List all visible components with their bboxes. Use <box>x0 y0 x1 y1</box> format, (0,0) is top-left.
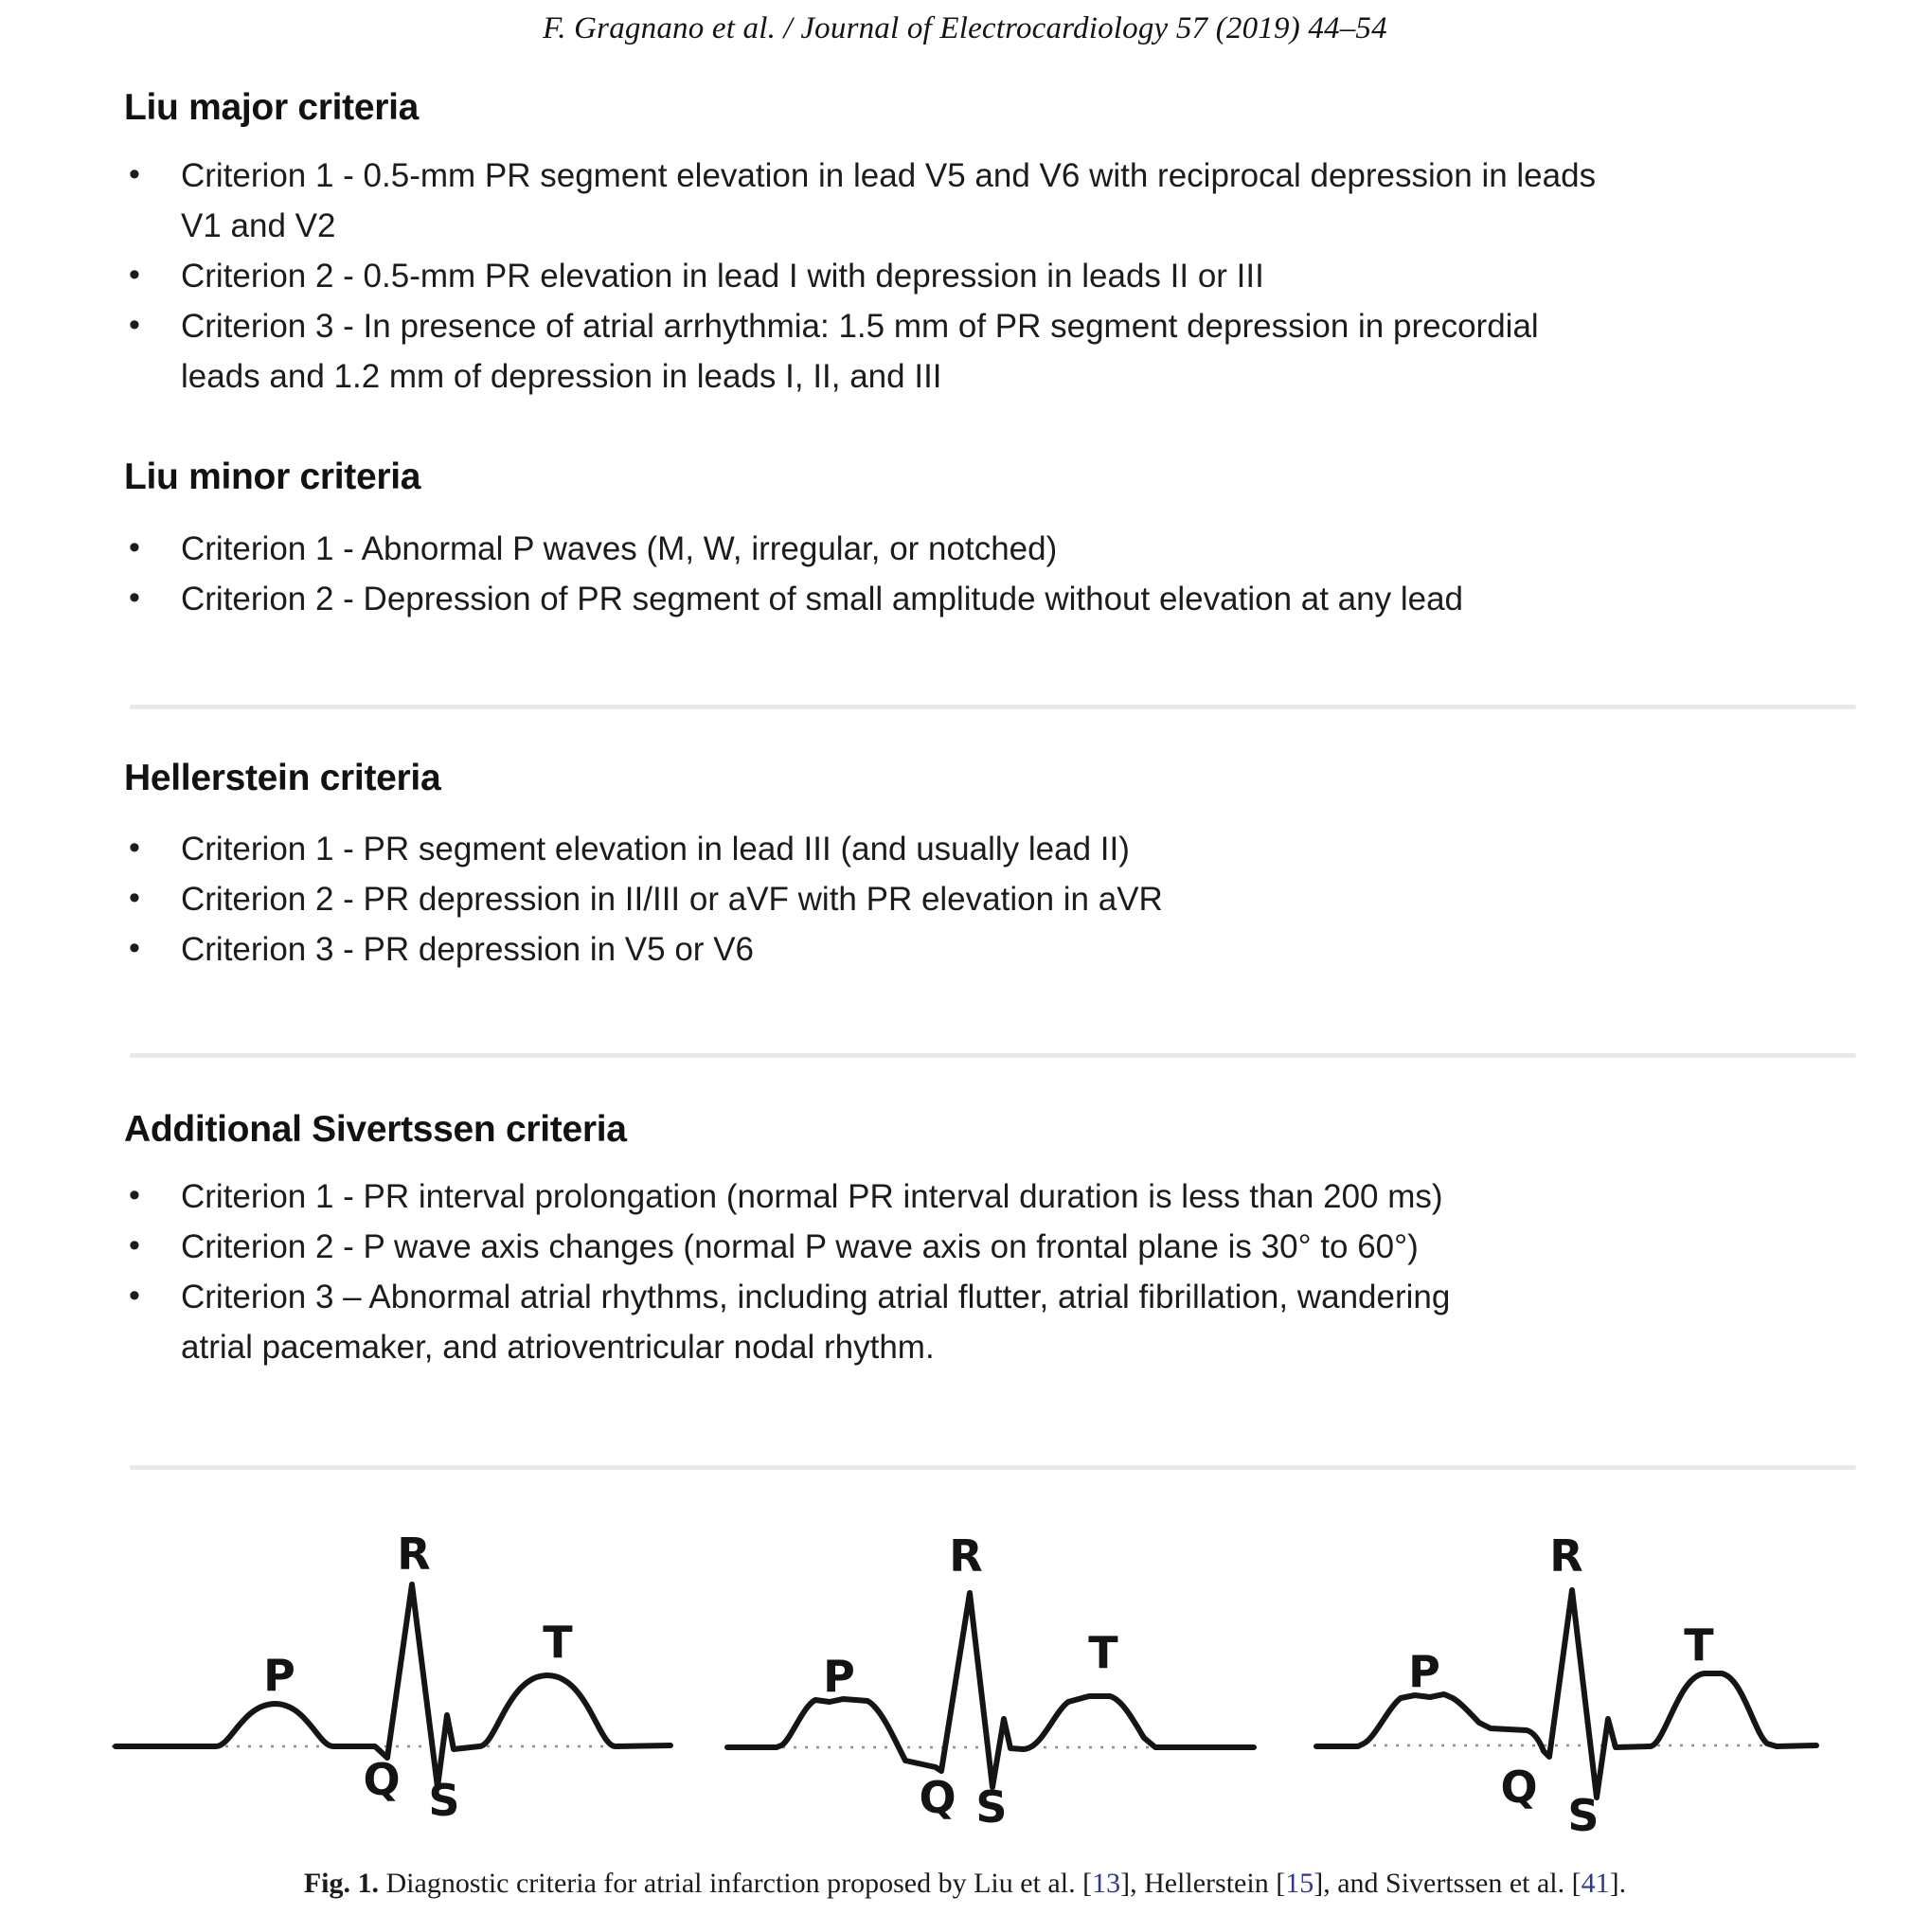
ecg-trace <box>1313 1587 1819 1800</box>
figure-caption-label: Fig. 1. <box>303 1868 386 1899</box>
ecg-label-S: S <box>428 1775 459 1826</box>
ecg-label-S: S <box>1567 1790 1599 1841</box>
criterion-item: Criterion 2 - PR depression in II/III or… <box>124 873 1857 924</box>
citation-link[interactable]: [15] <box>1276 1868 1324 1899</box>
divider <box>130 1053 1856 1058</box>
ecg-label-Q: Q <box>363 1754 400 1805</box>
criterion-item: Criterion 1 - 0.5-mm PR segment elevatio… <box>124 150 1857 251</box>
ecg-trace <box>113 1582 673 1790</box>
divider <box>130 1465 1856 1470</box>
ecg-label-S: S <box>975 1781 1007 1833</box>
criterion-item: Criterion 3 – Abnormal atrial rhythms, i… <box>124 1271 1857 1372</box>
divider <box>130 705 1856 709</box>
ecg-label-T: T <box>543 1617 573 1668</box>
ecg-label-P: P <box>823 1651 855 1702</box>
criteria-list-liu-major: Criterion 1 - 0.5-mm PR segment elevatio… <box>124 150 1857 402</box>
figure-caption: Fig. 1. Diagnostic criteria for atrial i… <box>303 1868 1627 1899</box>
ecg-waveform-2: P R T Q S <box>724 1530 1257 1833</box>
criterion-item: Criterion 3 - In presence of atrial arrh… <box>124 300 1857 402</box>
ecg-label-P: P <box>1408 1646 1440 1697</box>
ecg-label-T: T <box>1684 1619 1714 1671</box>
ecg-waveform-3: P R T QS <box>1313 1530 1819 1841</box>
criterion-item: Criterion 2 - P wave axis changes (norma… <box>124 1221 1857 1272</box>
section-heading-liu-minor: Liu minor criteria <box>124 456 421 497</box>
ecg-label-Q: Q <box>1500 1762 1537 1813</box>
criterion-item: Criterion 1 - Abnormal P waves (M, W, ir… <box>124 523 1857 574</box>
section-heading-liu-major: Liu major criteria <box>124 87 420 128</box>
criterion-item: Criterion 3 - PR depression in V5 or V6 <box>124 923 1857 975</box>
criteria-list-hellerstein: Criterion 1 - PR segment elevation in le… <box>124 823 1857 975</box>
criteria-list-sivertssen: Criterion 1 - PR interval prolongation (… <box>124 1171 1857 1372</box>
criterion-item: Criterion 2 - Depression of PR segment o… <box>124 573 1857 624</box>
ecg-trace <box>724 1590 1257 1790</box>
ecg-waveform-1: P R T Q S <box>112 1529 673 1826</box>
citation-link[interactable]: [41] <box>1571 1868 1619 1899</box>
ecg-label-R: R <box>1549 1530 1582 1582</box>
criterion-item: Criterion 2 - 0.5-mm PR elevation in lea… <box>124 250 1857 301</box>
section-heading-hellerstein: Hellerstein criteria <box>124 758 441 798</box>
ecg-label-R: R <box>397 1529 430 1580</box>
ecg-label-T: T <box>1088 1627 1118 1678</box>
criterion-item: Criterion 1 - PR interval prolongation (… <box>124 1171 1857 1222</box>
criteria-list-liu-minor: Criterion 1 - Abnormal P waves (M, W, ir… <box>124 523 1857 624</box>
section-heading-sivertssen: Additional Sivertssen criteria <box>124 1109 627 1150</box>
running-head: F. Gragnano et al. / Journal of Electroc… <box>543 11 1387 45</box>
ecg-label-Q: Q <box>919 1772 956 1823</box>
ecg-label-P: P <box>263 1650 295 1701</box>
citation-link[interactable]: [13] <box>1082 1868 1131 1899</box>
ecg-label-R: R <box>949 1530 982 1582</box>
criterion-item: Criterion 1 - PR segment elevation in le… <box>124 823 1857 874</box>
